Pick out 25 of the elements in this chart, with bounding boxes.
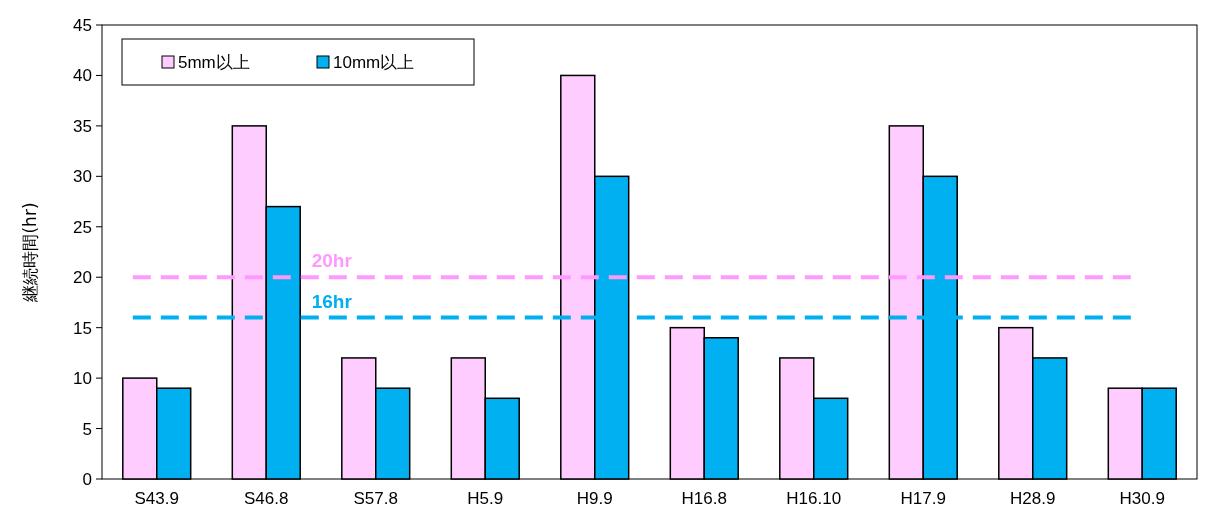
legend-label: 10mm以上 <box>333 52 415 72</box>
y-tick-label: 5 <box>82 419 92 439</box>
y-tick-label: 25 <box>73 217 92 237</box>
x-tick-label: S57.8 <box>353 489 398 508</box>
ref-line-label: 20hr <box>311 250 353 272</box>
y-tick-label: 30 <box>73 167 92 187</box>
x-tick-label: S46.8 <box>244 489 289 508</box>
ref-line-label: 16hr <box>311 290 353 312</box>
x-tick-label: H16.10 <box>786 489 842 508</box>
y-tick-label: 15 <box>73 318 92 338</box>
y-tick-label: 35 <box>73 116 92 136</box>
legend-label: 5mm以上 <box>178 52 250 72</box>
y-tick-label: 20 <box>73 268 92 288</box>
x-tick-label: S43.9 <box>134 489 179 508</box>
x-tick-label: H30.9 <box>1119 489 1165 508</box>
y-tick-label: 10 <box>73 369 92 389</box>
x-tick-label: H9.9 <box>576 489 613 508</box>
x-tick-label: H28.9 <box>1010 489 1056 508</box>
x-tick-label: H5.9 <box>467 489 504 508</box>
x-tick-label: H16.8 <box>681 489 727 508</box>
y-tick-label: 0 <box>82 469 92 489</box>
y-tick-label: 40 <box>73 66 92 86</box>
y-tick-label: 45 <box>73 15 92 35</box>
y-axis-title: 継続時間(hr) <box>20 202 40 303</box>
x-tick-label: H17.9 <box>900 489 946 508</box>
